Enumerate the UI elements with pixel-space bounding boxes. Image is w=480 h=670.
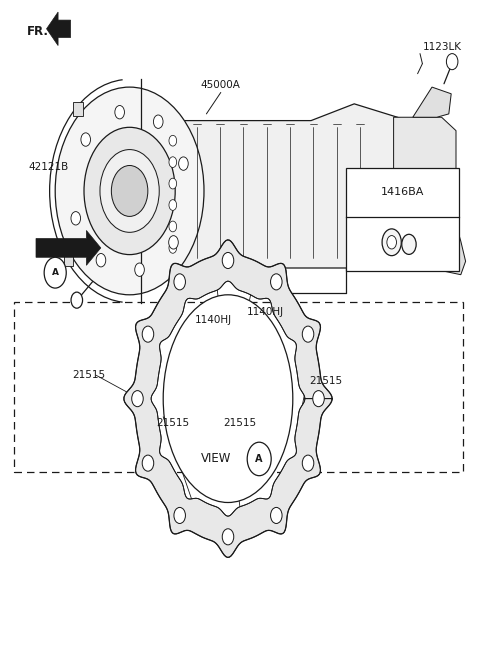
Circle shape [169,200,177,210]
Polygon shape [124,240,332,557]
Polygon shape [413,224,466,275]
Circle shape [222,253,234,269]
Bar [14,302,463,472]
Circle shape [142,455,154,471]
Polygon shape [394,117,456,234]
Circle shape [154,115,163,129]
Circle shape [174,507,185,523]
Circle shape [271,507,282,523]
Text: 1140HJ: 1140HJ [194,316,231,325]
Circle shape [84,127,175,255]
Circle shape [179,157,188,170]
Circle shape [302,455,314,471]
Polygon shape [168,104,432,268]
Text: VIEW: VIEW [201,452,231,466]
Text: 1140HJ: 1140HJ [247,307,284,316]
Circle shape [222,529,234,545]
Circle shape [302,326,314,342]
Text: 21515: 21515 [310,376,343,385]
Text: 45000A: 45000A [201,80,241,90]
Circle shape [313,391,324,407]
Circle shape [174,274,185,290]
Text: FR.: FR. [26,25,48,38]
Circle shape [135,263,144,277]
Circle shape [132,391,143,407]
Circle shape [55,87,204,295]
Circle shape [71,292,83,308]
Circle shape [382,229,401,256]
Circle shape [44,257,66,288]
Polygon shape [64,253,73,267]
Circle shape [100,149,159,232]
Text: 42121B: 42121B [29,163,69,172]
Circle shape [168,236,178,249]
Circle shape [271,274,282,290]
Circle shape [247,442,271,476]
Text: 21515: 21515 [156,419,189,428]
Circle shape [71,212,81,225]
Text: 1416BA: 1416BA [381,188,424,198]
Polygon shape [73,103,83,116]
Circle shape [96,253,106,267]
Ellipse shape [163,295,293,502]
Text: A: A [52,268,59,277]
Polygon shape [413,87,451,117]
Circle shape [169,157,177,168]
Circle shape [115,105,124,119]
Circle shape [81,133,91,146]
Text: 21515: 21515 [72,371,105,380]
Text: A: A [255,454,263,464]
Circle shape [402,234,416,255]
Text: 1123LK: 1123LK [422,42,461,52]
Polygon shape [36,230,101,265]
Bar [346,168,458,271]
Circle shape [387,236,396,249]
Circle shape [111,165,148,216]
Circle shape [169,221,177,232]
Circle shape [169,178,177,189]
Circle shape [142,326,154,342]
Polygon shape [47,12,71,46]
Text: 21515: 21515 [223,419,256,428]
Circle shape [169,243,177,253]
Circle shape [446,54,458,70]
Circle shape [169,135,177,146]
